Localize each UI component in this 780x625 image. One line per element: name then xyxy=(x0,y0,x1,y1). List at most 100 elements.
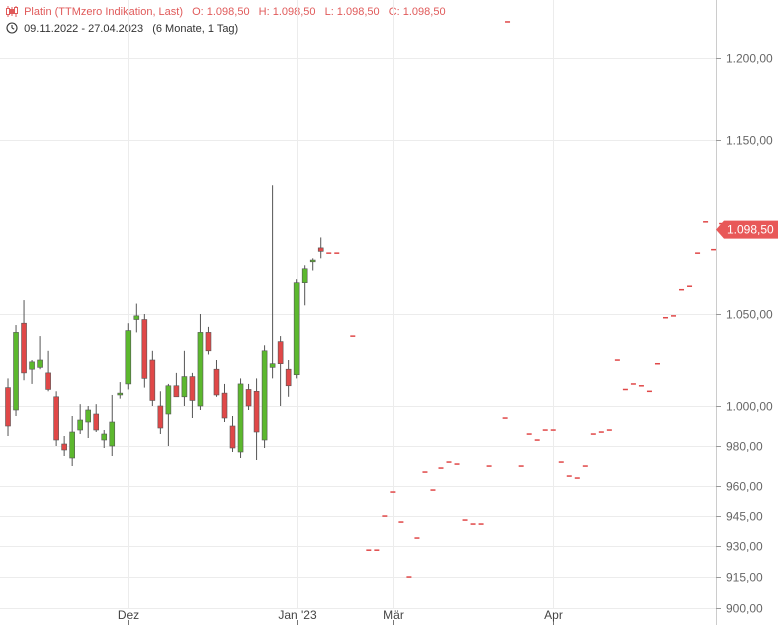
price-tick xyxy=(550,429,556,431)
candle-body xyxy=(317,247,324,252)
y-tick-label: 900,00 xyxy=(726,602,763,616)
candle-body xyxy=(133,315,140,320)
open-value: O: 1.098,50 xyxy=(192,6,250,18)
y-tick-label: 1.000,00 xyxy=(726,400,773,414)
y-axis: 900,00 915,00 930,00 945,00 960,00 980,00 1.00… xyxy=(716,52,773,616)
candle-body xyxy=(173,385,180,398)
candle-body xyxy=(205,332,212,352)
candle-body xyxy=(165,385,172,415)
price-tick xyxy=(462,519,468,521)
candle-body xyxy=(149,359,156,401)
price-tick xyxy=(695,252,701,254)
candles xyxy=(5,21,733,578)
price-tick xyxy=(687,285,693,287)
price-tick xyxy=(374,549,380,551)
price-tick xyxy=(574,477,580,479)
price-tick xyxy=(558,461,564,463)
candle-body xyxy=(261,350,268,441)
candle-body xyxy=(29,361,35,370)
price-tick xyxy=(703,221,709,223)
price-tick xyxy=(390,491,396,493)
price-tick xyxy=(478,523,484,525)
candle-body xyxy=(21,322,27,374)
date-range: 09.11.2022 - 27.04.2023 xyxy=(24,23,144,35)
clock-icon xyxy=(6,22,18,34)
high-value: H: 1.098,50 xyxy=(258,6,316,18)
x-tick-label: Dez xyxy=(118,608,139,622)
x-axis: Dez Jan '23 Mär Apr xyxy=(118,608,563,625)
instrument-header: Platin (TTMzero Indikation, Last) O: 1.0… xyxy=(6,6,452,18)
price-tick xyxy=(398,521,404,523)
candle-body xyxy=(277,341,284,364)
low-value: L: 1.098,50 xyxy=(324,6,380,18)
candle-body xyxy=(189,376,196,401)
y-tick-label: 980,00 xyxy=(726,440,763,454)
price-tick xyxy=(366,549,372,551)
candle-body xyxy=(109,421,116,447)
price-tick xyxy=(486,465,492,467)
candle-body xyxy=(181,376,188,398)
candle-body xyxy=(309,259,316,263)
candle-body xyxy=(285,368,292,387)
y-tick-label: 915,00 xyxy=(726,571,763,585)
candle-body xyxy=(77,419,83,431)
y-tick-label: 960,00 xyxy=(726,480,763,494)
current-price-tag-bg xyxy=(716,220,778,239)
y-tick-label: 1.050,00 xyxy=(726,308,773,322)
candle-body xyxy=(13,332,19,411)
price-tick xyxy=(598,431,604,433)
close-value: C: 1.098,50 xyxy=(388,6,446,18)
candle-body xyxy=(69,431,75,459)
candle-body xyxy=(141,319,148,379)
price-tick xyxy=(566,475,572,477)
price-tick xyxy=(630,383,636,385)
price-tick xyxy=(638,385,644,387)
candle-body xyxy=(157,405,164,429)
grid-lines xyxy=(0,0,716,609)
price-tick xyxy=(662,316,668,319)
instrument-name: Platin (TTMzero Indikation, Last) xyxy=(24,6,184,18)
price-tick xyxy=(646,390,652,393)
price-tick xyxy=(505,21,511,23)
price-tick xyxy=(582,465,588,467)
price-tick xyxy=(470,523,476,525)
candle-body xyxy=(117,392,124,396)
current-price-label: 1.098,50 xyxy=(727,223,774,237)
candle-body xyxy=(269,363,276,368)
price-tick xyxy=(622,388,628,391)
candle-body xyxy=(293,282,300,376)
price-tick xyxy=(606,429,612,431)
candle-body xyxy=(93,413,100,431)
price-tick xyxy=(654,362,660,365)
price-tick xyxy=(518,465,524,467)
price-tick xyxy=(454,463,460,465)
y-tick-label: 945,00 xyxy=(726,510,763,524)
price-tick xyxy=(406,576,412,578)
candle-body xyxy=(85,409,91,423)
candle-body xyxy=(213,368,220,396)
price-tick xyxy=(382,515,388,517)
candle-body xyxy=(197,332,204,407)
price-tick xyxy=(671,315,677,317)
y-tick-label: 1.200,00 xyxy=(726,52,773,66)
candle-body xyxy=(37,359,43,368)
price-tick xyxy=(542,429,548,431)
price-tick xyxy=(326,252,332,254)
price-tick xyxy=(711,248,717,251)
price-tick xyxy=(446,461,452,463)
candle-body xyxy=(301,268,308,283)
candle-body xyxy=(245,389,252,407)
price-tick xyxy=(414,537,420,539)
candle-body xyxy=(53,396,59,441)
candle-body xyxy=(125,330,132,385)
candle-body xyxy=(45,372,51,390)
range-header: 09.11.2022 - 27.04.2023 (6 Monate, 1 Tag… xyxy=(6,22,244,35)
price-tick xyxy=(422,471,428,473)
current-price-tag: 1.098,50 xyxy=(716,220,778,239)
price-tick xyxy=(438,467,444,469)
candle-body xyxy=(5,387,11,427)
price-tick xyxy=(614,359,620,361)
y-tick-label: 1.150,00 xyxy=(726,134,773,148)
candle-body xyxy=(61,443,67,451)
